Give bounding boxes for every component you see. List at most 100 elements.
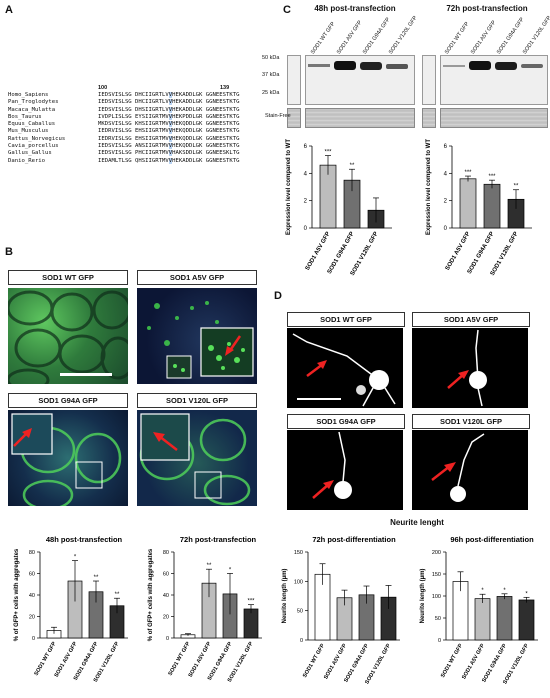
- arrow-marker: [158, 435, 178, 451]
- chart-neurite-96h: 96h post-differentiation Neurite length (…: [420, 535, 538, 685]
- y-tick-label: 60: [163, 572, 169, 578]
- highlighted-residue: V: [168, 150, 173, 157]
- neuron: [447, 329, 487, 407]
- y-tick-label: 4: [304, 171, 308, 177]
- category-label: SOD1 G94A GFP: [327, 231, 356, 275]
- micrograph-wt: [8, 288, 128, 384]
- species-name: Macaca_Mulatta: [8, 106, 56, 113]
- y-tick-label: 150: [432, 572, 441, 578]
- sequence-row: IVDPLISLSG EYSIIGRTMVVHEKPDDLGR GGNEESTK…: [98, 113, 240, 120]
- neuron: [431, 433, 485, 502]
- chart-aggregates-48h: 48h post-transfection % of GFP+ cells wit…: [14, 535, 128, 683]
- y-tick-label: 0: [166, 636, 169, 642]
- highlighted-residue: V: [168, 121, 173, 128]
- blot-title-48h: 48h post-transfection: [314, 4, 396, 13]
- y-axis-label: % of GFP+ cells with aggregates: [148, 548, 154, 641]
- significance-label: *: [503, 588, 506, 594]
- alignment-end-position: 139: [220, 85, 230, 91]
- y-tick-label: 6: [304, 144, 308, 150]
- highlighted-residue: V: [168, 143, 173, 150]
- significance-label: ***: [464, 170, 472, 176]
- neuron-image-v120l: [412, 430, 528, 510]
- significance-label: **: [94, 575, 99, 581]
- y-tick-label: 50: [297, 609, 303, 615]
- lane-label: SOD1 WT GFP: [444, 21, 471, 56]
- y-tick-label: 100: [432, 594, 441, 600]
- stainfree-ladder-72h: [422, 108, 436, 128]
- sequence-row: IEDRVISLSG EHSIIGRTMVVHEKQDDLGK GGNEESTK…: [98, 128, 240, 135]
- species-name: Bos_Taurus: [8, 113, 42, 120]
- species-name: Mus_Musculus: [8, 128, 49, 135]
- significance-label: ***: [488, 174, 496, 180]
- lane-label: SOD1 A5V GFP: [336, 19, 364, 56]
- significance-label: *: [229, 568, 232, 574]
- micro-tag-wt: SOD1 WT GFP: [8, 270, 128, 285]
- neuron-tag-wt: SOD1 WT GFP: [287, 312, 405, 327]
- y-tick-label: 80: [29, 550, 35, 556]
- chart-expression-72h: Expression level compared to WT 0 2 4 6 *** SO…: [426, 139, 532, 277]
- category-label: SOD1 G94A GFP: [467, 231, 496, 275]
- stainfree-label-48h: Stain-Free: [265, 113, 291, 119]
- highlighted-residue: V: [168, 157, 173, 164]
- sequence-row: IEDSVISLSG ANSIIGRTMVVHEKQDDLGK GGNEESTK…: [98, 143, 240, 150]
- blot-title-72h: 72h post-transfection: [446, 4, 528, 13]
- y-axis-label: Neurite length (µm): [282, 569, 288, 624]
- neuron-tag-v120l: SOD1 V120L GFP: [412, 414, 530, 429]
- sequence-row: IEDSVISLSG DHCIIGRTLVVHEKADDLGK GGNEESTK…: [98, 99, 240, 106]
- category-label: SOD1 V120L GFP: [350, 231, 380, 277]
- y-tick-label: 40: [29, 593, 35, 599]
- aggregate-view: [139, 413, 251, 506]
- highlighted-residue: V: [168, 99, 173, 106]
- sequence-row: IEDSVISLSG PHCIIGRTMVVHAKSDDLGK GGNEESKL…: [98, 150, 240, 157]
- chart-title: 96h post-differentiation: [450, 535, 534, 544]
- lane-label: SOD1 V120L GFP: [388, 15, 419, 56]
- y-tick-label: 0: [304, 226, 308, 232]
- scale-bar: [297, 398, 341, 400]
- micro-tag-g94a: SOD1 G94A GFP: [8, 393, 128, 408]
- panel-label-b: B: [5, 246, 13, 258]
- y-tick-label: 2: [444, 199, 448, 205]
- significance-label: *: [481, 588, 484, 594]
- category-label: SOD1 V120L GFP: [364, 643, 392, 686]
- chart-title: 72h post-differentiation: [312, 535, 396, 544]
- significance-label: *: [74, 555, 77, 561]
- panel-label-d: D: [274, 290, 282, 302]
- sequence-row: IEDRVISLSG EHSIIGRTMVVHEKQDDLGK GGNEESTK…: [98, 135, 240, 142]
- y-tick-label: 200: [432, 550, 441, 556]
- category-label: SOD1 WT GFP: [34, 641, 58, 677]
- micrograph-g94a: [8, 410, 128, 506]
- category-label: SOD1 A5V GFP: [305, 231, 332, 272]
- stainfree-72h: [440, 108, 548, 128]
- neuron-image-wt: [287, 328, 403, 408]
- y-tick-label: 40: [163, 593, 169, 599]
- y-tick-label: 0: [32, 636, 35, 642]
- category-label: SOD1 A5V GFP: [445, 231, 472, 272]
- y-axis-label: Neurite length (µm): [420, 569, 426, 624]
- stainfree-ladder-48h: [287, 108, 301, 128]
- bar: [518, 599, 535, 641]
- sequence-alignment: Homo_Sapiens Pan_Troglodytes Macaca_Mulatt…: [8, 92, 239, 164]
- panel-label-a: A: [5, 4, 13, 16]
- highlighted-residue: V: [168, 113, 173, 120]
- bar: [474, 598, 491, 641]
- y-tick-label: 150: [294, 550, 303, 556]
- neuron: [292, 333, 396, 407]
- chart-expression-48h: Expression level compared to WT 0 2 4 6 *** SO…: [286, 139, 392, 277]
- y-tick-label: 2: [304, 199, 308, 205]
- lane-label: SOD1 V120L GFP: [522, 15, 550, 56]
- chart-aggregates-72h: 72h post-transfection % of GFP+ cells wit…: [148, 535, 262, 683]
- y-tick-label: 20: [163, 615, 169, 621]
- bar: [243, 608, 259, 639]
- micro-tag-v120l: SOD1 V120L GFP: [137, 393, 257, 408]
- highlighted-residue: V: [168, 128, 173, 135]
- bar: [496, 596, 513, 641]
- category-label: SOD1 WT GFP: [302, 643, 326, 679]
- chart-neurite-72h: 72h post-differentiation Neurite length (…: [282, 535, 400, 686]
- y-tick-label: 0: [300, 638, 303, 644]
- species-name: Pan_Troglodytes: [8, 99, 59, 106]
- stainfree-48h: [305, 108, 415, 128]
- species-name: Gallus_Gallus: [8, 150, 52, 157]
- neurite-section-title: Neurite lenght: [390, 518, 444, 527]
- species-name: Danio_Rerio: [8, 157, 46, 164]
- y-tick-label: 60: [29, 572, 35, 578]
